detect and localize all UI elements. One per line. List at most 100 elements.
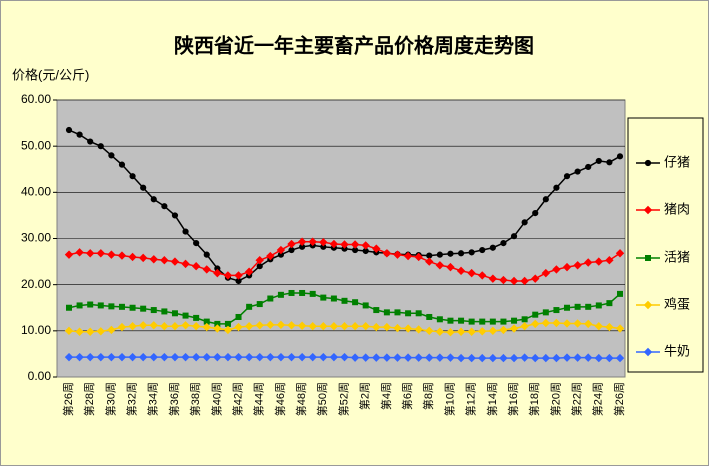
point <box>287 321 296 330</box>
point <box>489 318 496 325</box>
point <box>161 308 168 315</box>
point <box>329 239 339 249</box>
point <box>531 319 540 329</box>
point <box>118 303 125 310</box>
point <box>362 302 369 309</box>
point <box>552 353 561 363</box>
point <box>584 319 593 329</box>
point <box>149 255 158 264</box>
point <box>277 291 284 298</box>
point <box>266 320 275 330</box>
point <box>308 352 317 362</box>
point <box>615 324 625 333</box>
point <box>128 322 137 331</box>
x-tick-label: 第22周 <box>570 382 584 416</box>
point <box>509 353 519 363</box>
point <box>288 289 295 296</box>
point <box>643 205 653 215</box>
point <box>520 353 529 362</box>
point <box>446 353 455 362</box>
point <box>488 274 498 283</box>
legend-label: 牛奶 <box>664 343 690 358</box>
point <box>191 352 201 362</box>
point <box>129 304 136 311</box>
point <box>520 276 529 286</box>
point <box>467 268 476 278</box>
point <box>595 302 602 309</box>
point <box>553 307 560 314</box>
point <box>605 353 614 363</box>
point <box>456 353 466 363</box>
point <box>276 320 286 330</box>
point <box>584 353 593 362</box>
point <box>458 317 465 324</box>
point <box>447 317 454 324</box>
point <box>246 303 253 310</box>
point <box>488 353 498 363</box>
point <box>584 258 593 267</box>
point <box>594 353 604 363</box>
x-tick-label: 第26周 <box>612 382 626 416</box>
point <box>340 240 349 249</box>
point <box>149 321 158 330</box>
y-tick-label: 30.00 <box>21 231 51 245</box>
x-tick-label: 第38周 <box>188 382 202 416</box>
point <box>256 301 263 308</box>
point <box>107 352 116 362</box>
x-tick-label: 第42周 <box>230 382 244 416</box>
point <box>234 271 243 280</box>
point <box>267 295 274 302</box>
point <box>435 353 445 362</box>
point <box>350 322 360 331</box>
x-tick-label: 第6周 <box>400 382 414 410</box>
point <box>414 252 423 262</box>
point <box>393 250 402 259</box>
point <box>414 353 423 362</box>
legend-label: 活猪 <box>664 249 690 264</box>
point <box>479 246 486 254</box>
point <box>340 352 349 362</box>
x-tick-label: 第52周 <box>336 382 350 416</box>
point <box>552 265 561 274</box>
point <box>573 319 582 328</box>
x-tick-label: 第44周 <box>252 382 266 416</box>
x-tick-label: 第14周 <box>485 382 499 416</box>
point <box>85 249 95 258</box>
point <box>96 327 105 336</box>
point <box>361 322 370 331</box>
point <box>107 325 116 335</box>
point <box>75 327 84 336</box>
x-tick-label: 第24周 <box>591 382 605 416</box>
point <box>479 318 486 325</box>
point <box>574 303 581 310</box>
legend-box <box>627 117 704 373</box>
point <box>425 257 434 266</box>
point <box>467 353 476 363</box>
x-tick-label: 第28周 <box>82 382 96 416</box>
point <box>532 210 539 217</box>
point <box>138 321 148 330</box>
point <box>170 352 180 362</box>
point <box>160 255 169 265</box>
x-tick-label: 第10周 <box>442 382 456 416</box>
point <box>606 300 613 307</box>
point <box>594 257 604 266</box>
point <box>276 245 286 255</box>
point <box>224 320 231 327</box>
point <box>255 255 264 265</box>
point <box>203 251 210 258</box>
point <box>643 300 653 310</box>
point <box>403 353 413 362</box>
y-axis-label: 价格(元/公斤) <box>12 67 89 82</box>
point <box>585 163 592 171</box>
point <box>340 322 349 331</box>
point <box>202 352 211 362</box>
point <box>319 322 328 331</box>
point <box>425 326 434 336</box>
point <box>341 297 348 304</box>
point <box>161 203 168 210</box>
point <box>202 265 211 274</box>
point <box>373 307 380 314</box>
point <box>468 249 475 256</box>
x-tick-label: 第30周 <box>103 382 117 416</box>
